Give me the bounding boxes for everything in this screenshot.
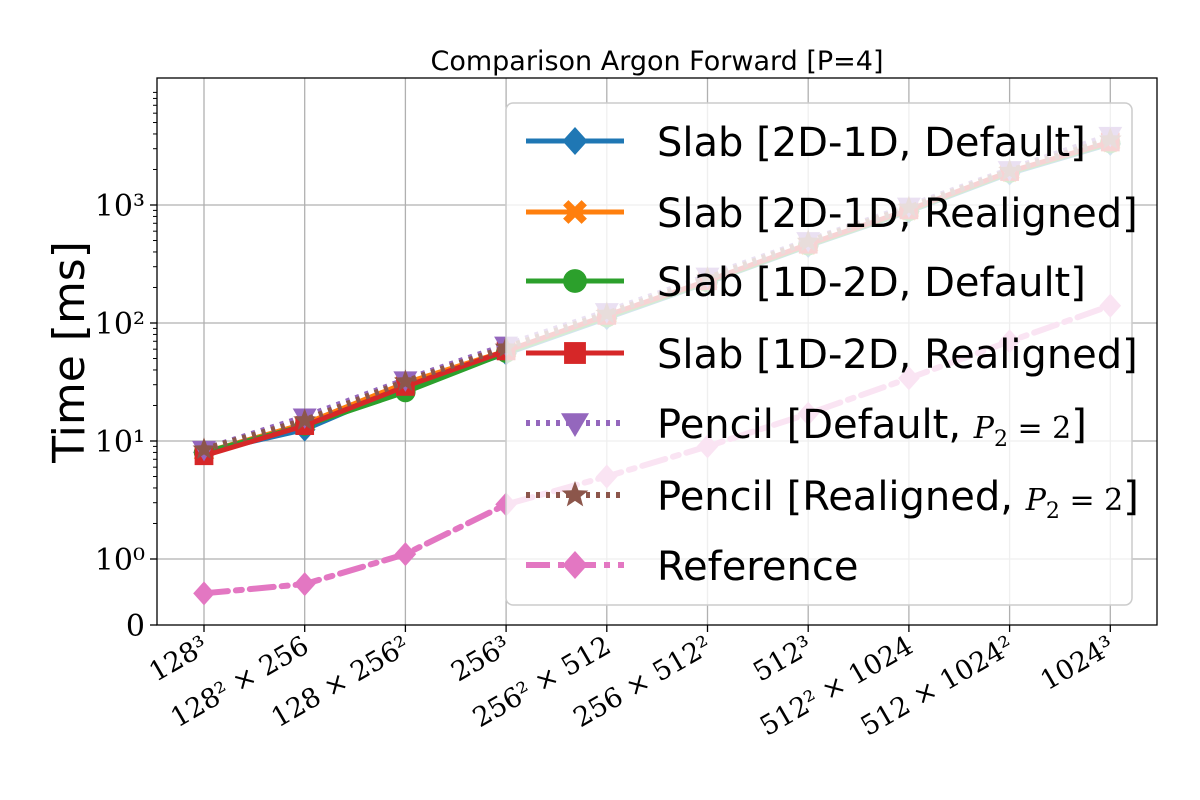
legend-swatch-marker [563,200,587,224]
y-tick-label: 10² [95,307,145,342]
y-tick-label: 0 [126,609,145,644]
legend-label-suffix: ] [1123,474,1139,520]
legend-label: Pencil [Default, P2 = 2] [657,402,1087,452]
legend-entry-slab-1d-2d-default: Slab [1D-2D, Default] [526,260,1086,306]
legend-label-text: Slab [1D-2D, Default] [657,260,1086,306]
legend-math-sub: 2 [1046,499,1060,524]
chart-title: Comparison Argon Forward [P=4] [430,46,883,77]
legend-label: Pencil [Realigned, P2 = 2] [657,474,1139,524]
legend-entry-slab-2d-1d-realigned: Slab [2D-1D, Realigned] [526,191,1138,237]
legend-entry-slab-1d-2d-realigned: Slab [1D-2D, Realigned] [526,332,1138,378]
y-axis: 0 10⁰ 10¹ 10² 10³ [95,91,157,644]
legend-label-text: Slab [2D-1D, Realigned] [657,191,1138,237]
legend-label-text: Slab [2D-1D, Default] [657,120,1086,166]
legend-swatch-marker [561,413,589,437]
legend-math-rest: = 2 [1008,411,1071,446]
legend-label: Slab [1D-2D, Default] [657,260,1086,306]
legend-swatch-marker [563,269,587,293]
data-point [193,581,215,606]
x-tick-label: 1024³ [1035,630,1119,697]
legend-box [505,102,1133,606]
legend-math-rest: = 2 [1060,483,1123,518]
legend-math-sub: 2 [994,427,1008,452]
legend-entry-slab-2d-1d-default: Slab [2D-1D, Default] [526,120,1086,166]
data-point [192,437,216,460]
legend-entry-reference: Reference [526,544,858,590]
legend-label: Slab [2D-1D, Default] [657,120,1086,166]
legend-label-suffix: ] [1071,402,1087,448]
legend-swatch-marker [561,481,589,507]
data-point [393,369,417,392]
legend-label: Slab [1D-2D, Realigned] [657,332,1138,378]
data-point [293,408,317,430]
legend-label-text: Reference [657,544,858,590]
legend: Slab [2D-1D, Default] Slab [2D-1D, Realig… [505,102,1139,606]
y-tick-label: 10⁰ [95,543,145,578]
legend-math-base: P [1025,483,1047,518]
legend-swatch-marker [562,551,588,579]
y-tick-label: 10¹ [95,425,145,460]
legend-label-text: Slab [1D-2D, Realigned] [657,332,1138,378]
legend-entry-pencil-default-p-2-2: Pencil [Default, P2 = 2] [526,402,1087,452]
legend-label-text: Pencil [Default, [657,402,974,448]
x-tick-label: 128³ [144,630,214,688]
y-axis-label: Time [ms] [44,241,95,464]
x-tick-label: 256³ [446,630,516,688]
legend-label: Reference [657,544,858,590]
x-tick-label: 512³ [748,630,818,688]
legend-math-base: P [973,411,995,446]
y-tick-label: 10³ [95,189,145,224]
plot-frame [156,77,1158,626]
legend-entry-pencil-realigned-p-2-2: Pencil [Realigned, P2 = 2] [526,474,1139,524]
legend-label: Slab [2D-1D, Realigned] [657,191,1138,237]
data-point [293,572,316,597]
legend-swatch-marker [562,127,588,155]
legend-label-text: Pencil [Realigned, [657,474,1026,520]
data-point [394,542,417,567]
legend-swatch-marker [564,342,586,364]
